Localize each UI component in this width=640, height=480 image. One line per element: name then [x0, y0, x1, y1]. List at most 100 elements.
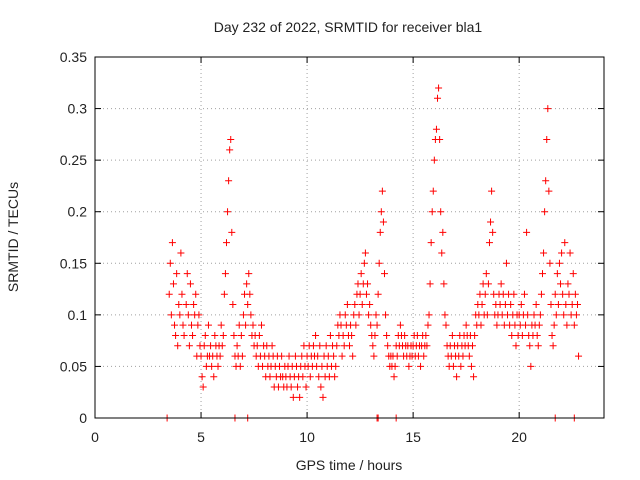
- data-point: [302, 383, 310, 391]
- data-point: [536, 311, 544, 319]
- data-point: [183, 270, 191, 278]
- y-tick-label: 0.05: [60, 358, 87, 374]
- data-point: [570, 321, 578, 329]
- data-point: [442, 321, 450, 329]
- data-point: [317, 383, 325, 391]
- data-point: [296, 393, 304, 401]
- data-point: [174, 342, 182, 350]
- data-point: [551, 290, 559, 298]
- grid-lines: [95, 57, 604, 418]
- y-tick-label: 0.15: [60, 255, 87, 271]
- data-point: [229, 301, 237, 309]
- data-point: [417, 362, 425, 370]
- y-tick-label: 0: [79, 410, 87, 426]
- data-point: [530, 311, 538, 319]
- data-point: [211, 331, 219, 339]
- data-point: [469, 342, 477, 350]
- data-point: [485, 239, 493, 247]
- data-point: [560, 311, 568, 319]
- data-point: [184, 311, 192, 319]
- data-point: [287, 383, 295, 391]
- data-point: [247, 311, 255, 319]
- data-point: [527, 362, 535, 370]
- data-point: [214, 362, 222, 370]
- data-point: [471, 331, 479, 339]
- x-tick-label: 10: [299, 429, 315, 445]
- x-axis-label: GPS time / hours: [296, 457, 403, 473]
- data-point: [166, 259, 174, 267]
- data-point: [405, 362, 413, 370]
- data-point: [420, 352, 428, 360]
- data-point: [537, 290, 545, 298]
- data-point: [489, 228, 497, 236]
- data-point: [176, 311, 184, 319]
- data-point: [289, 393, 297, 401]
- data-point: [534, 342, 542, 350]
- data-point: [219, 331, 227, 339]
- data-point: [422, 331, 430, 339]
- data-point: [362, 290, 370, 298]
- data-point: [177, 249, 185, 257]
- data-point: [222, 239, 230, 247]
- data-point: [192, 290, 200, 298]
- data-point: [573, 301, 581, 309]
- data-point: [171, 321, 179, 329]
- data-point: [396, 321, 404, 329]
- data-point: [365, 311, 373, 319]
- data-point: [549, 342, 557, 350]
- data-point: [326, 331, 334, 339]
- data-point: [169, 280, 177, 288]
- data-point: [315, 373, 323, 381]
- data-point: [483, 311, 491, 319]
- data-point: [367, 321, 375, 329]
- data-point: [535, 321, 543, 329]
- data-point: [393, 352, 401, 360]
- data-point: [510, 290, 518, 298]
- data-point: [217, 321, 225, 329]
- data-point: [190, 301, 198, 309]
- data-point: [245, 270, 253, 278]
- data-point: [306, 373, 314, 381]
- data-point: [227, 136, 235, 144]
- data-point: [517, 301, 525, 309]
- data-point: [338, 352, 346, 360]
- data-point: [520, 290, 528, 298]
- data-point: [430, 156, 438, 164]
- data-point: [425, 311, 433, 319]
- data-point: [384, 342, 392, 350]
- data-point: [545, 187, 553, 195]
- data-point: [233, 342, 241, 350]
- data-point: [364, 280, 372, 288]
- data-point: [330, 352, 338, 360]
- data-point: [355, 311, 363, 319]
- x-tick-label: 0: [91, 429, 99, 445]
- data-point: [168, 239, 176, 247]
- plot-frame: [94, 56, 605, 419]
- data-point: [522, 321, 530, 329]
- data-point: [507, 301, 515, 309]
- data-point: [226, 146, 234, 154]
- data-point: [378, 187, 386, 195]
- data-point: [179, 321, 187, 329]
- data-point: [225, 177, 233, 185]
- data-point: [448, 331, 456, 339]
- data-point: [563, 321, 571, 329]
- data-point: [559, 290, 567, 298]
- data-point: [348, 331, 356, 339]
- data-point: [508, 331, 516, 339]
- data-point: [376, 228, 384, 236]
- data-point: [201, 331, 209, 339]
- data-point: [228, 228, 236, 236]
- data-point: [457, 362, 465, 370]
- data-point: [218, 342, 226, 350]
- data-point: [187, 321, 195, 329]
- data-point: [361, 249, 369, 257]
- data-point: [221, 270, 229, 278]
- data-point: [497, 280, 505, 288]
- data-point: [478, 301, 486, 309]
- data-point: [487, 218, 495, 226]
- x-tick-label: 5: [197, 429, 205, 445]
- y-tick-label: 0.25: [60, 152, 87, 168]
- data-point: [538, 270, 546, 278]
- data-point: [465, 352, 473, 360]
